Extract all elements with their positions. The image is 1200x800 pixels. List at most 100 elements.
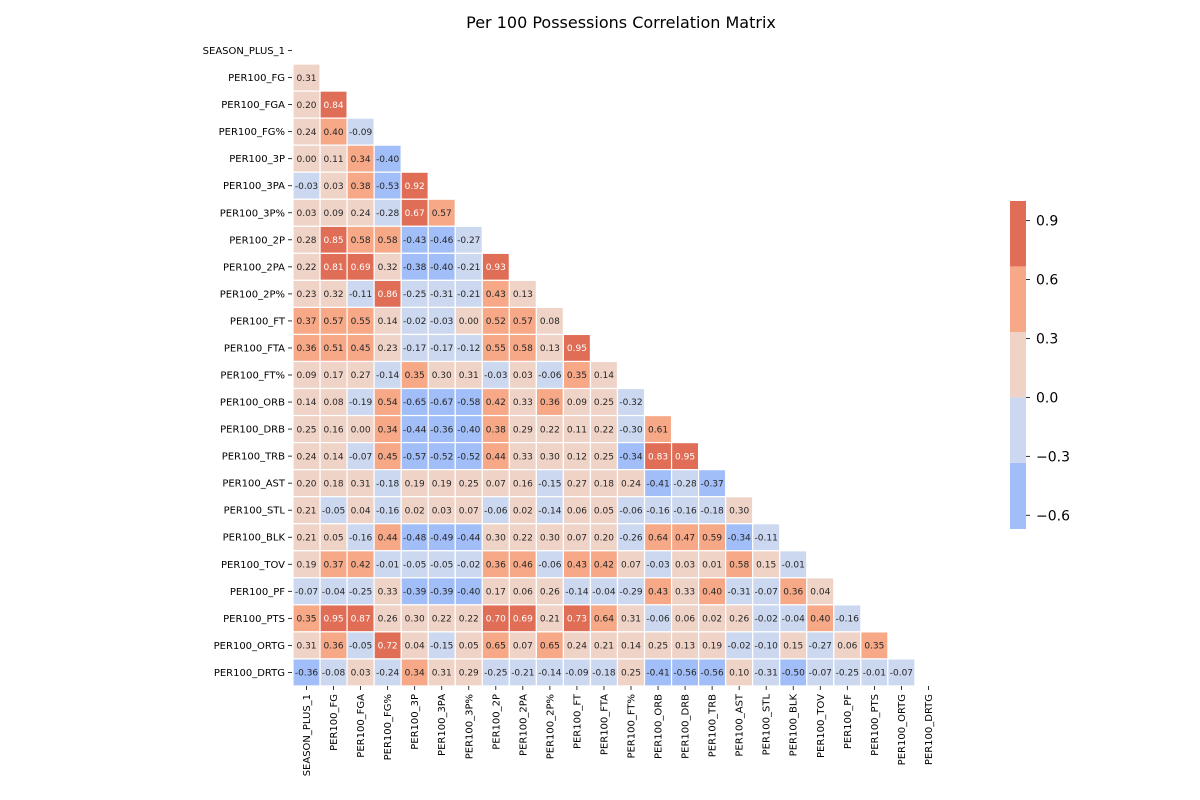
heatmap-cell xyxy=(508,604,537,633)
cell-value-label: 0.73 xyxy=(567,615,587,625)
cell-value-label: -0.15 xyxy=(538,479,561,489)
heatmap-cell xyxy=(589,360,619,390)
x-tick-label: PER100_PF xyxy=(843,694,854,749)
cell-value-label: -0.36 xyxy=(430,425,454,435)
heatmap-cell xyxy=(427,333,456,363)
x-tick-label: PER100_2PA xyxy=(518,694,529,756)
cell-value-label: -0.02 xyxy=(755,615,778,625)
heatmap-cell xyxy=(346,117,375,146)
cell-value-label: -0.50 xyxy=(782,669,806,679)
cell-value-label: -0.02 xyxy=(403,317,426,327)
cell-value-label: 0.27 xyxy=(351,371,371,381)
heatmap-cell xyxy=(373,631,402,660)
y-tick-label: PER100_BLK xyxy=(223,533,286,544)
cell-value-label: -0.05 xyxy=(322,506,345,516)
cell-value-label: 0.06 xyxy=(513,588,533,598)
heatmap-cell xyxy=(752,577,781,606)
heatmap-cell xyxy=(373,333,402,363)
cell-value-label: 0.22 xyxy=(540,425,560,435)
heatmap-cell xyxy=(400,550,429,579)
heatmap-cell xyxy=(346,631,375,660)
cell-value-label: -0.67 xyxy=(430,398,453,408)
heatmap-cell xyxy=(346,496,375,525)
cell-value-label: 0.22 xyxy=(594,425,614,435)
cell-value-label: 0.24 xyxy=(621,479,641,489)
colorbar-tick-label: 0.3 xyxy=(1036,331,1058,347)
heatmap-cell xyxy=(670,631,700,660)
cell-value-label: 0.47 xyxy=(675,533,695,543)
heatmap-cell xyxy=(481,604,510,633)
heatmap-cell xyxy=(400,658,429,687)
cell-value-label: 0.16 xyxy=(324,425,344,435)
cell-value-label: 0.58 xyxy=(513,344,533,354)
cell-value-label: 0.00 xyxy=(459,317,479,327)
cell-value-label: 0.43 xyxy=(648,588,668,598)
cell-value-label: 0.57 xyxy=(432,209,452,219)
cell-value-label: -0.44 xyxy=(457,533,481,543)
cell-value-label: 0.23 xyxy=(378,344,398,354)
heatmap-cell xyxy=(508,523,537,552)
cell-value-label: 0.95 xyxy=(567,344,587,354)
y-tick-label: PER100_DRB xyxy=(220,425,285,436)
cell-value-label: 0.25 xyxy=(594,452,614,462)
heatmap-cell xyxy=(454,360,483,390)
heatmap-cell xyxy=(481,414,510,444)
heatmap-cell xyxy=(508,279,537,308)
cell-value-label: 0.36 xyxy=(540,398,560,408)
y-tick-label: PER100_ORTG xyxy=(214,641,285,652)
heatmap-cell xyxy=(373,658,402,687)
cell-value-label: 0.24 xyxy=(296,452,316,462)
colorbar-tick-label: 0.6 xyxy=(1036,273,1058,289)
x-tick-label: PER100_DRB xyxy=(681,694,692,759)
heatmap-cell xyxy=(508,496,537,525)
cell-value-label: 0.18 xyxy=(324,479,344,489)
cell-value-label: -0.46 xyxy=(430,236,454,246)
heatmap-cell xyxy=(373,387,402,417)
cell-value-label: -0.56 xyxy=(700,669,724,679)
heatmap-cell xyxy=(725,658,754,687)
cell-value-label: 0.31 xyxy=(351,479,371,489)
heatmap-cell xyxy=(319,469,348,498)
cell-value-label: 0.31 xyxy=(459,371,479,381)
cell-value-label: 0.24 xyxy=(296,128,316,138)
heatmap-cell xyxy=(346,442,375,471)
cell-value-label: 0.70 xyxy=(486,615,506,625)
heatmap-cell xyxy=(427,496,456,525)
cell-value-label: -0.38 xyxy=(403,263,427,273)
cell-value-label: -0.41 xyxy=(646,479,669,489)
cell-value-label: 0.03 xyxy=(513,371,533,381)
y-tick-label: PER100_STL xyxy=(224,506,286,517)
heatmap-cell xyxy=(400,631,429,660)
cell-value-label: -0.25 xyxy=(403,290,426,300)
cell-value-label: 0.35 xyxy=(567,371,587,381)
cell-value-label: -0.06 xyxy=(538,560,562,570)
y-tick-label: PER100_TRB xyxy=(222,452,285,463)
cell-value-label: 0.23 xyxy=(296,290,316,300)
y-tick-label: PER100_3P xyxy=(229,154,285,165)
colorbar-tick-label: 0.0 xyxy=(1036,390,1058,406)
cell-value-label: 0.25 xyxy=(296,425,316,435)
cell-value-label: 0.05 xyxy=(459,642,479,652)
y-tick-label: PER100_2PA xyxy=(223,262,285,273)
heatmap-cell xyxy=(508,306,537,336)
colorbar-tick-label: 0.9 xyxy=(1036,214,1058,230)
cell-value-label: -0.01 xyxy=(863,669,886,679)
cell-value-label: 0.64 xyxy=(648,533,668,543)
cell-value-label: 0.36 xyxy=(296,344,316,354)
cell-value-label: 0.31 xyxy=(296,642,316,652)
cell-value-label: -0.52 xyxy=(430,452,453,462)
cell-value-label: 0.57 xyxy=(324,317,344,327)
heatmap-cell xyxy=(779,604,808,633)
cell-value-label: 0.22 xyxy=(432,615,452,625)
cell-value-label: -0.56 xyxy=(673,669,697,679)
cell-value-label: 0.40 xyxy=(702,588,722,598)
heatmap-cell xyxy=(292,631,321,660)
heatmap-cell xyxy=(427,414,456,444)
cell-value-label: -0.40 xyxy=(457,425,481,435)
cell-value-label: -0.09 xyxy=(565,669,589,679)
x-tick-label: PER100_STL xyxy=(762,694,773,756)
heatmap-cell xyxy=(806,577,835,606)
cell-value-label: 0.32 xyxy=(378,263,398,273)
cell-value-label: 0.08 xyxy=(540,317,560,327)
